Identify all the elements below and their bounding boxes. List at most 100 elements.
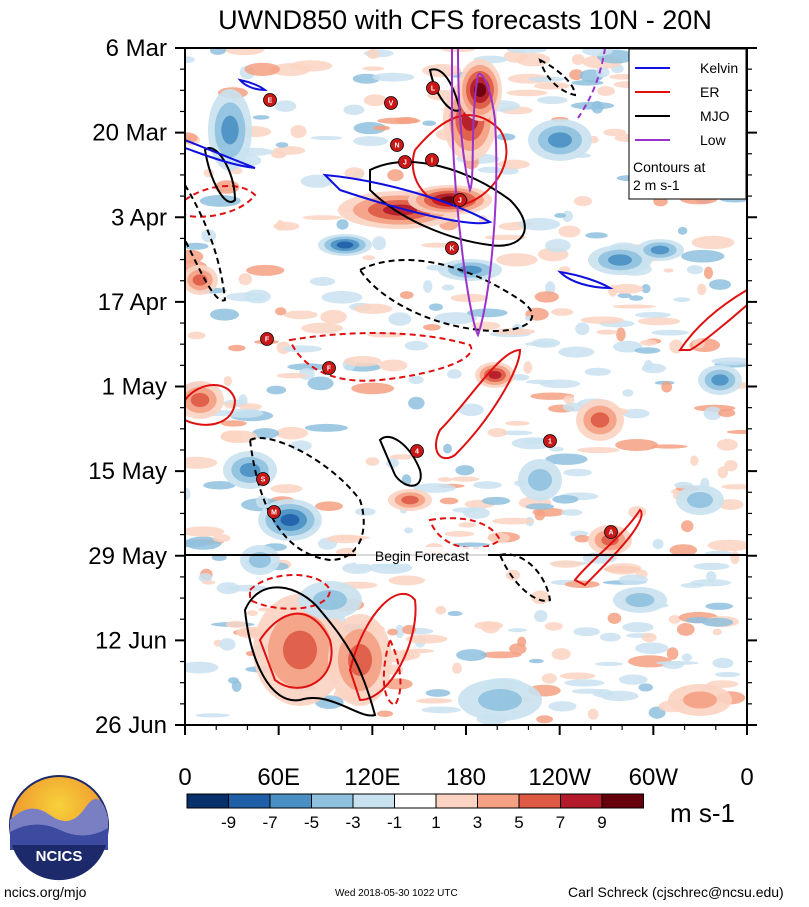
field-patch [185, 539, 209, 548]
field-patch [634, 642, 669, 654]
field-patch [531, 338, 561, 348]
field-patch [466, 308, 508, 318]
storm-marker-dot [267, 505, 281, 519]
storm-marker-label: J [458, 198, 462, 205]
storm-marker-label: L [431, 86, 436, 93]
legend-box [628, 48, 747, 200]
field-patch [629, 295, 644, 301]
field-patch [551, 648, 571, 661]
storm-marker-label: 1 [548, 439, 552, 446]
storm-marker: 4 [410, 444, 424, 458]
storm-marker-dot [445, 241, 459, 255]
colorbar-swatch [560, 793, 603, 809]
storm-marker-dot [453, 193, 467, 207]
field-patch [389, 454, 414, 460]
field-patch [275, 307, 287, 316]
x-tick-label: 60E [257, 764, 300, 791]
field-patch [441, 284, 455, 291]
field-anomaly [711, 374, 729, 386]
field-patch [353, 136, 388, 147]
field-patch [428, 303, 443, 311]
storm-marker-label: V [389, 101, 394, 108]
field-patch [270, 484, 303, 494]
colorbar-swatch [435, 793, 478, 809]
footer-url: ncics.org/mjo [4, 884, 87, 900]
field-patch [592, 688, 614, 698]
field-patch [276, 372, 308, 379]
field-patch [266, 385, 287, 395]
contour-line [185, 384, 237, 426]
field-patch [487, 427, 508, 438]
storm-marker-label: N [394, 143, 399, 150]
field-patch [718, 499, 744, 510]
contour-line [185, 138, 256, 169]
field-patch [545, 453, 588, 465]
field-patch [302, 215, 343, 221]
field-patch [681, 653, 693, 662]
contour-line [498, 553, 552, 602]
field-anomaly [488, 371, 502, 379]
field-patch [209, 308, 240, 321]
storm-marker-label: M [271, 510, 277, 517]
field-patch [634, 347, 661, 354]
field-patch [544, 621, 563, 631]
field-patch [185, 487, 191, 501]
field-patch [641, 284, 651, 294]
field-patch [561, 509, 583, 516]
field-patch [492, 517, 534, 525]
field-patch [422, 63, 462, 78]
field-patch [472, 481, 502, 489]
field-patch [185, 526, 225, 537]
field-patch [706, 571, 717, 583]
field-patch [703, 406, 722, 421]
field-patch [574, 534, 590, 543]
field-patch [638, 683, 653, 692]
contour-line [243, 586, 377, 717]
field-anomaly [190, 393, 210, 407]
field-patch [363, 94, 387, 107]
field-patch [246, 264, 285, 276]
field-patch [530, 392, 575, 400]
field-patch [615, 439, 659, 451]
field-patch [439, 497, 459, 505]
field-patch [558, 346, 595, 358]
field-patch [575, 322, 590, 336]
field-patch [422, 120, 437, 126]
field-patch [484, 234, 527, 241]
colorbar-label: 9 [597, 813, 606, 832]
colorbar-swatch [518, 793, 561, 809]
field-patch [523, 438, 549, 444]
field-patch [669, 339, 684, 354]
field-patch [287, 363, 329, 371]
field-patch [368, 561, 413, 574]
field-patch [603, 128, 627, 137]
legend-label: Low [700, 132, 727, 148]
legend-note: Contours at [633, 159, 705, 175]
colorbar-swatch [394, 793, 437, 809]
y-tick-label: 6 Mar [106, 35, 167, 62]
storm-marker-dot [256, 472, 270, 486]
field-patch [651, 329, 689, 336]
field-patch [458, 522, 477, 528]
storm-markers: E V L N J I J K F F 4 1 S M A [256, 81, 618, 539]
contour-line [678, 288, 747, 351]
contour-line [185, 184, 257, 218]
field-patch [627, 655, 672, 668]
begin-forecast-label-bg [356, 547, 488, 564]
storm-marker-dot [543, 434, 557, 448]
field-patch [336, 219, 349, 230]
field-anomaly [401, 495, 419, 505]
field-patch [726, 429, 747, 435]
field-patch [367, 332, 406, 338]
storm-marker-label: A [608, 530, 613, 537]
legend: Kelvin ER MJO Low Contours at 2 m s-1 [628, 48, 747, 200]
storm-marker-dot [263, 93, 277, 107]
contour-line [378, 435, 422, 487]
field-patch [223, 48, 265, 56]
storm-marker: V [384, 96, 398, 110]
colorbar: -9 -7 -5 -3 -1 1 3 5 7 9 [186, 793, 644, 832]
field-patch [201, 229, 217, 243]
field-patch [255, 495, 269, 509]
field-patch [220, 430, 258, 444]
storm-marker-dot [390, 138, 404, 152]
